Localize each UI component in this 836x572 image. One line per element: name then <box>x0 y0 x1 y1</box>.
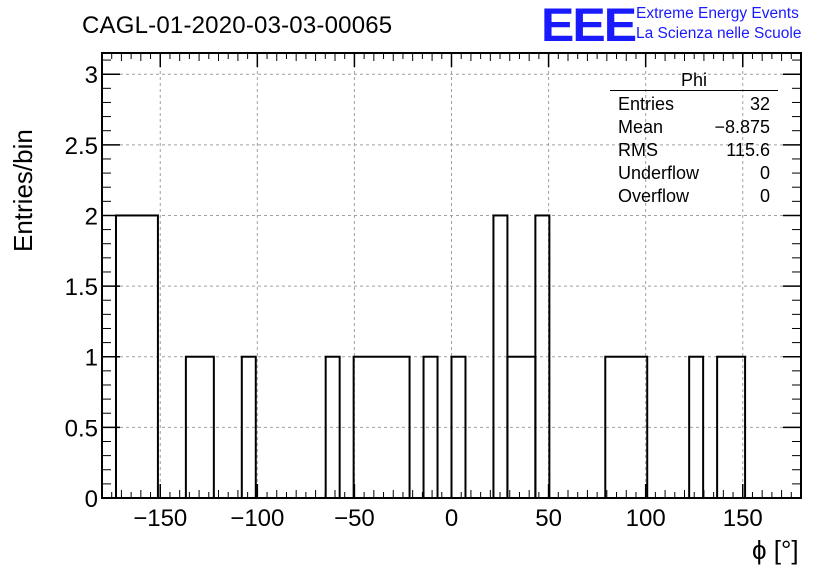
stats-value: 0 <box>760 162 770 185</box>
x-tick-label: −150 <box>133 505 187 532</box>
y-axis-label: Entries/bin <box>8 129 39 252</box>
stats-label: Overflow <box>618 185 689 208</box>
stats-value: 32 <box>750 93 770 116</box>
stats-value: 115.6 <box>726 139 770 162</box>
stats-label: Underflow <box>618 162 699 185</box>
x-tick-label: −100 <box>230 505 284 532</box>
stats-box: Phi Entries 32 Mean −8.875 RMS 115.6 Und… <box>610 70 778 208</box>
x-axis-label: ϕ [°] <box>752 535 799 566</box>
y-tick-label: 0 <box>85 486 98 513</box>
stats-value: −8.875 <box>714 116 770 139</box>
y-tick-label: 2.5 <box>65 133 98 160</box>
stats-value: 0 <box>760 185 770 208</box>
x-tick-label: 150 <box>723 505 763 532</box>
y-tick-label: 1 <box>85 345 98 372</box>
stats-row-overflow: Overflow 0 <box>610 185 778 208</box>
x-tick-label: 50 <box>535 505 562 532</box>
x-tick-label: −50 <box>334 505 375 532</box>
stats-label: RMS <box>618 139 658 162</box>
stats-row-rms: RMS 115.6 <box>610 139 778 162</box>
y-tick-label: 2 <box>85 203 98 230</box>
y-tick-label: 0.5 <box>65 415 98 442</box>
y-tick-label: 1.5 <box>65 274 98 301</box>
stats-label: Mean <box>618 116 663 139</box>
y-tick-label: 3 <box>85 62 98 89</box>
stats-label: Entries <box>618 93 674 116</box>
stats-row-underflow: Underflow 0 <box>610 162 778 185</box>
x-tick-label: 100 <box>626 505 666 532</box>
stats-row-mean: Mean −8.875 <box>610 116 778 139</box>
x-tick-label: 0 <box>445 505 458 532</box>
histogram-bar <box>424 357 438 498</box>
stats-title: Phi <box>610 70 778 91</box>
stats-row-entries: Entries 32 <box>610 93 778 116</box>
